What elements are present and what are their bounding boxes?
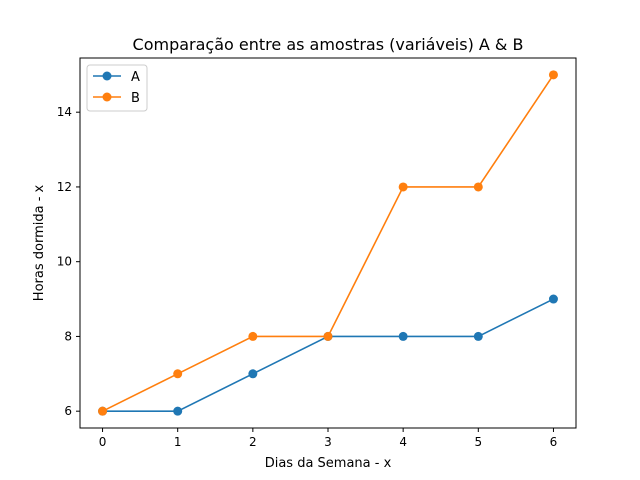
series-layer (98, 70, 558, 416)
data-point-b (173, 369, 183, 379)
data-point-a (473, 331, 483, 341)
y-axis: 6 8 10 12 14 (57, 105, 80, 418)
x-axis: 0 1 2 3 4 5 6 (99, 428, 558, 449)
series-line-a (102, 298, 554, 412)
y-tick-label: 12 (57, 180, 72, 194)
data-point-b (323, 331, 333, 341)
plot-frame (79, 57, 577, 429)
x-tick-label: 6 (550, 435, 558, 449)
x-tick-label: 5 (474, 435, 482, 449)
x-axis-label: Dias da Semana - x (265, 456, 392, 471)
legend-label-b: B (131, 91, 140, 106)
y-tick-label: 8 (64, 329, 72, 343)
legend-marker-a (102, 71, 112, 81)
data-point-b (548, 70, 558, 80)
x-tick-label: 4 (399, 435, 407, 449)
data-point-b (473, 182, 483, 192)
x-tick-label: 0 (99, 435, 107, 449)
y-tick-label: 10 (57, 255, 72, 269)
chart-title: Comparação entre as amostras (variáveis)… (133, 35, 524, 54)
y-axis-label: Horas dormida - x (32, 184, 47, 301)
data-point-b (248, 331, 258, 341)
x-tick-label: 1 (174, 435, 182, 449)
x-tick-label: 3 (324, 435, 332, 449)
y-tick-label: 14 (57, 105, 72, 119)
data-point-a (398, 331, 408, 341)
legend-marker-b (102, 92, 112, 102)
data-point-a (548, 294, 558, 304)
series-line-b (102, 74, 555, 412)
legend: AB (86, 64, 148, 112)
data-point-b (98, 406, 108, 416)
data-point-a (248, 369, 258, 379)
data-point-b (398, 182, 408, 192)
y-tick-label: 6 (64, 404, 72, 418)
data-point-a (173, 406, 183, 416)
x-tick-label: 2 (249, 435, 257, 449)
legend-label-a: A (131, 70, 140, 85)
